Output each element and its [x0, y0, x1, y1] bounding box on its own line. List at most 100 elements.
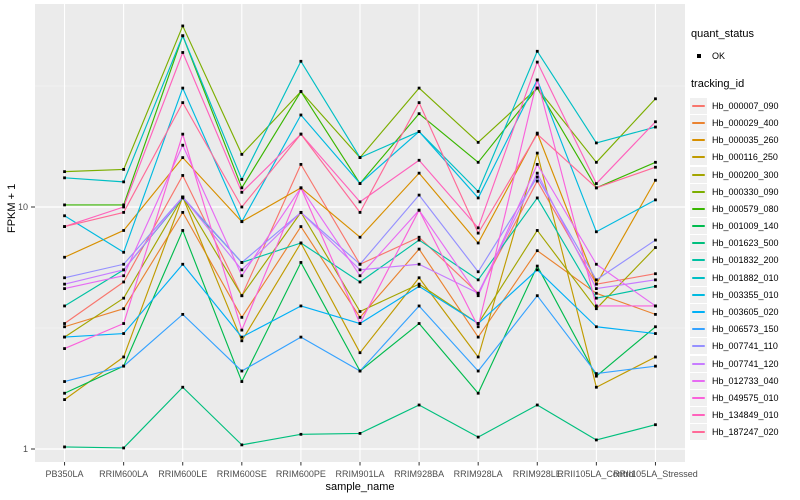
legend-item-label: Hb_001009_140	[712, 221, 779, 232]
data-point	[594, 287, 598, 291]
series-color-line-icon	[692, 190, 705, 193]
data-point	[358, 315, 362, 319]
legend-item-label: Hb_003605_020	[712, 307, 779, 318]
data-point	[181, 262, 185, 266]
data-point	[476, 160, 480, 164]
data-point	[122, 229, 126, 232]
data-point	[299, 432, 303, 436]
data-point	[358, 182, 362, 185]
data-point	[654, 284, 657, 288]
series-color-line-icon	[692, 259, 705, 262]
data-point	[654, 325, 657, 329]
data-point	[535, 268, 539, 272]
series-color-line-icon	[692, 173, 705, 176]
data-point	[594, 291, 598, 295]
data-point	[594, 372, 598, 375]
data-point	[535, 264, 539, 268]
data-point	[535, 175, 539, 179]
legend-key-swatch	[690, 338, 707, 355]
legend-item-label: Hb_134849_010	[712, 410, 779, 421]
data-point	[299, 186, 303, 190]
data-point	[417, 282, 421, 286]
data-point	[181, 143, 185, 147]
series-color-line-icon	[692, 276, 705, 279]
data-point	[417, 101, 421, 105]
data-point	[417, 193, 421, 197]
legend-key-swatch	[690, 304, 707, 321]
legend-item-Hb_000579_080: Hb_000579_080	[690, 200, 798, 217]
data-point	[63, 287, 66, 291]
series-color-line-icon	[692, 104, 705, 107]
legend-item-label: Hb_007741_110	[712, 341, 778, 352]
data-point	[240, 186, 244, 190]
data-point	[122, 205, 126, 209]
data-point	[299, 261, 303, 264]
data-point	[535, 86, 539, 90]
series-color-line-icon	[692, 431, 705, 434]
data-point	[654, 332, 657, 335]
x-tick-label: RRIM928LE	[513, 469, 562, 479]
data-point	[535, 162, 539, 166]
series-color-line-icon	[692, 379, 705, 382]
data-point	[476, 294, 480, 298]
legend-item-Hb_134849_010: Hb_134849_010	[690, 407, 798, 424]
data-point	[299, 210, 303, 214]
legend-item-label: Hb_000035_260	[712, 135, 779, 146]
data-point	[299, 59, 303, 63]
legend-key-swatch	[690, 166, 707, 183]
legend-key-swatch	[690, 252, 707, 269]
data-point	[181, 229, 185, 232]
data-point	[358, 210, 362, 214]
data-point	[594, 262, 598, 266]
data-point	[476, 226, 480, 230]
data-point	[417, 130, 421, 133]
data-point	[240, 443, 244, 447]
data-point	[63, 380, 66, 383]
data-point	[240, 220, 244, 224]
data-point	[476, 196, 480, 200]
data-point	[299, 113, 303, 117]
y-axis-title: FPKM + 1	[6, 183, 18, 233]
legend-item-label: Hb_006573_150	[712, 324, 779, 335]
legend-key-swatch	[690, 149, 707, 166]
data-point	[63, 276, 66, 280]
legend-key-swatch	[690, 407, 707, 424]
legend-item-label: Hb_001623_500	[712, 238, 779, 249]
data-point	[654, 125, 657, 129]
data-point	[63, 282, 66, 286]
data-point	[654, 160, 657, 164]
series-color-line-icon	[692, 328, 705, 331]
data-point	[122, 355, 126, 359]
data-point	[122, 274, 126, 278]
legend-key-swatch	[690, 355, 707, 372]
data-point	[654, 165, 657, 169]
data-point	[654, 364, 657, 368]
data-point	[240, 315, 244, 319]
data-point	[476, 270, 480, 274]
data-point	[594, 141, 598, 145]
data-point	[535, 196, 539, 200]
legend-item-Hb_003605_020: Hb_003605_020	[690, 303, 798, 321]
data-point	[358, 262, 362, 266]
legend-item-Hb_000029_400: Hb_000029_400	[690, 114, 798, 131]
series-color-line-icon	[692, 293, 705, 296]
data-point	[240, 294, 244, 298]
data-point	[122, 364, 126, 368]
data-point	[654, 423, 657, 427]
legend-item-Hb_000200_300: Hb_000200_300	[690, 166, 798, 183]
data-point	[240, 205, 244, 209]
data-point	[535, 49, 539, 53]
legend-key-swatch	[690, 286, 707, 303]
data-point	[594, 307, 598, 311]
series-color-line-icon	[692, 311, 705, 314]
data-point	[63, 391, 66, 395]
data-point	[299, 241, 303, 245]
data-point	[122, 168, 126, 171]
data-point	[122, 210, 126, 214]
data-point	[535, 249, 539, 253]
data-point	[476, 140, 480, 144]
legend-key-swatch	[690, 218, 707, 235]
legend-item-Hb_187247_020: Hb_187247_020	[690, 424, 798, 441]
series-color-line-icon	[692, 156, 705, 159]
legend-key-swatch	[690, 183, 707, 200]
